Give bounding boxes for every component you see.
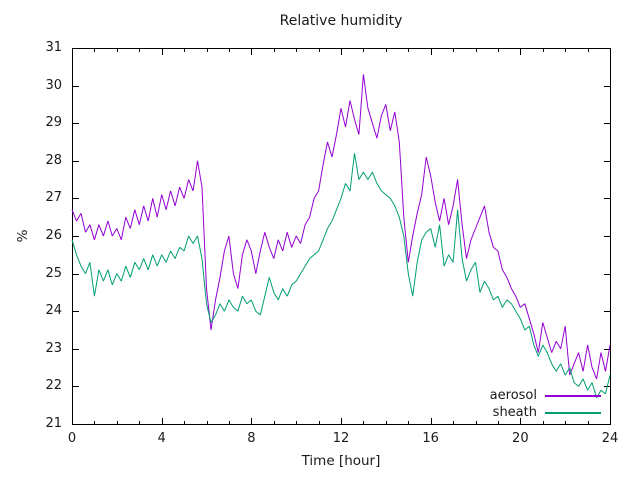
x-tick-label: 8 [247, 431, 256, 446]
y-tick-label: 23 [45, 340, 62, 356]
series-aerosol-line [71, 74, 611, 380]
y-tick-label: 25 [45, 265, 62, 281]
plot-border [72, 48, 611, 425]
legend: aerosol sheath [72, 387, 601, 421]
chart-title: Relative humidity [279, 13, 403, 29]
x-tick-label: 24 [601, 431, 619, 446]
y-tick-label: 21 [45, 416, 62, 431]
x-tick-label: 0 [67, 431, 77, 446]
legend-entry-sheath: sheath [72, 404, 601, 421]
x-tick-label: 16 [422, 431, 439, 446]
x-tick-label: 12 [332, 431, 350, 446]
y-tick-label: 27 [45, 190, 62, 206]
y-tick-label: 30 [45, 77, 62, 93]
y-tick-label: 28 [45, 152, 62, 168]
legend-entry-aerosol: aerosol [72, 387, 601, 404]
y-tick-label: 24 [45, 303, 62, 319]
x-tick-label: 20 [512, 431, 529, 446]
y-tick-label: 31 [45, 40, 62, 55]
y-tick-label: 29 [45, 115, 62, 131]
legend-label-sheath: sheath [492, 405, 537, 420]
x-axis-label: Time [hour] [301, 453, 381, 469]
series-sheath-line [71, 153, 611, 398]
y-tick-label: 26 [45, 228, 62, 243]
legend-line-aerosol [545, 394, 601, 397]
x-tick-label: 4 [157, 431, 166, 446]
y-tick-label: 22 [45, 378, 62, 394]
legend-line-sheath [545, 411, 601, 414]
legend-label-aerosol: aerosol [489, 388, 537, 403]
